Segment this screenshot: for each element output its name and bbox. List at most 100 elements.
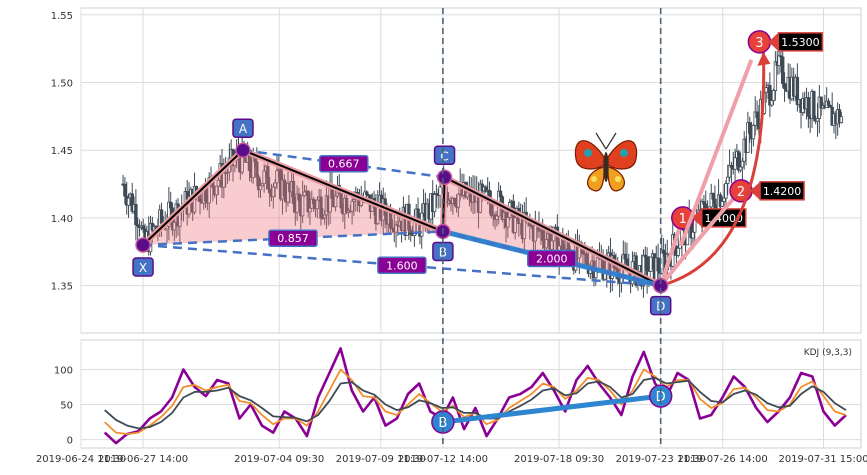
candle-body <box>737 151 741 171</box>
candle-body <box>777 55 781 66</box>
candle-body <box>273 182 277 188</box>
candle-body <box>169 201 173 209</box>
candle-body <box>216 179 221 187</box>
candle-body <box>222 172 226 188</box>
candle-body <box>225 171 230 174</box>
xtick-label: 2019-07-18 09:30 <box>514 454 604 465</box>
candle-body <box>795 76 800 105</box>
pattern-leg <box>242 149 444 233</box>
pattern-point-label: A <box>239 122 248 136</box>
candle-body <box>768 84 772 106</box>
candle-body <box>350 200 354 212</box>
candle-body <box>544 238 549 249</box>
main-ytick-label: 1.35 <box>51 282 73 293</box>
main-ytick-label: 1.40 <box>51 214 73 225</box>
xtick-label: 2019-07-09 11:30 <box>336 454 426 465</box>
candle-body <box>322 214 327 219</box>
candle-body <box>540 229 545 241</box>
candle-body <box>656 257 660 272</box>
kdj-divergence-label: D <box>656 390 666 405</box>
candle-body <box>484 186 488 192</box>
target-value: 1.5300 <box>781 36 820 49</box>
target-value: 1.4200 <box>763 185 802 198</box>
target-value-box <box>777 32 824 52</box>
candle-body <box>643 254 647 258</box>
candle-body <box>718 194 723 207</box>
candle-body <box>691 231 695 239</box>
candle-body <box>828 105 833 108</box>
candle-body <box>308 207 312 213</box>
target-value-box <box>759 181 805 201</box>
kdj-ytick-label: 100 <box>54 365 73 376</box>
candle-body <box>711 193 715 200</box>
candle-body <box>262 170 266 185</box>
candle-body <box>661 249 666 254</box>
kdj-ytick-label: 0 <box>67 436 73 447</box>
candle-body <box>764 86 768 93</box>
candle-body <box>134 204 138 226</box>
candle-body <box>709 193 713 208</box>
candle-body <box>159 209 164 224</box>
ratio-label-box <box>268 229 318 247</box>
target-arrowhead <box>757 51 771 66</box>
target-pointer <box>750 180 762 201</box>
candle-body <box>302 191 307 197</box>
main-ytick-label: 1.50 <box>51 78 73 89</box>
pattern-point-label: D <box>656 300 665 314</box>
candle-body <box>649 256 653 272</box>
candle-body <box>727 165 732 178</box>
candle-body <box>781 56 785 84</box>
candle-body <box>729 165 734 168</box>
candle-body <box>453 198 457 205</box>
candle-body <box>136 224 140 227</box>
kdj-series-line <box>104 376 847 430</box>
candle-body <box>172 221 177 231</box>
candle-body <box>746 122 750 153</box>
candle-body <box>748 122 752 134</box>
candle-body <box>321 217 325 220</box>
kdj-series-line <box>103 347 847 445</box>
candle-body <box>456 193 461 208</box>
candle-body <box>513 217 517 233</box>
candle-body <box>130 193 134 212</box>
candle-body <box>394 224 398 233</box>
candle-body <box>365 191 369 196</box>
target-path <box>660 51 766 288</box>
main-ytick-label: 1.45 <box>51 146 73 157</box>
candle-body <box>498 190 503 198</box>
xtick-label: 2019-07-31 15:00 <box>778 454 867 465</box>
candle-body <box>812 91 816 119</box>
candle-body <box>256 176 261 191</box>
pattern-point-label-box <box>132 257 154 277</box>
candle-body <box>258 185 263 191</box>
candle-body <box>266 166 270 190</box>
pattern-point-label-box <box>232 118 254 138</box>
candle-body <box>271 186 276 198</box>
ratio-label: 2.000 <box>536 253 568 266</box>
pattern-leg <box>142 149 244 246</box>
candle-body <box>207 177 211 204</box>
candle-body <box>751 124 756 140</box>
candle-body <box>126 197 131 206</box>
ratio-label-box <box>377 256 427 275</box>
target-path <box>678 59 754 247</box>
candle-body <box>319 196 323 219</box>
candle-body <box>141 225 145 230</box>
candle-body <box>465 191 470 198</box>
candle-body <box>623 253 627 260</box>
main-ytick-label: 1.55 <box>51 11 73 22</box>
candle-body <box>726 176 730 184</box>
candle-body <box>344 197 349 213</box>
ratio-label: 1.600 <box>386 259 418 272</box>
xtick-label: 2019-07-26 14:00 <box>678 454 768 465</box>
candle-body <box>300 195 305 217</box>
candle-body <box>352 199 356 202</box>
candle-body <box>676 247 680 256</box>
candle-body <box>722 197 726 202</box>
candle-body <box>724 183 728 199</box>
candle-body <box>529 225 534 227</box>
ratio-line <box>242 148 445 179</box>
candle-body <box>506 217 510 228</box>
